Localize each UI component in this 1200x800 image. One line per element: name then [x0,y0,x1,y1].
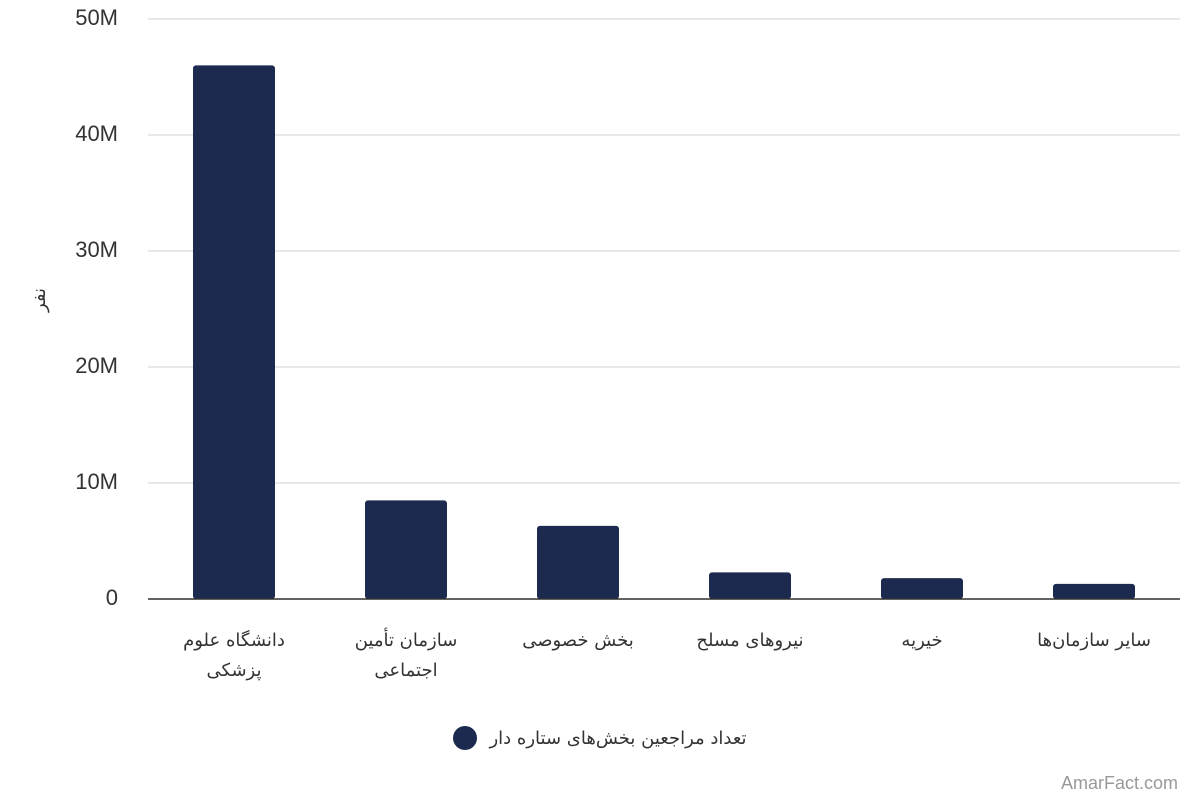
legend-label: تعداد مراجعین بخش‌های ستاره دار [489,727,747,749]
x-tick-label: سایر سازمان‌ها [1037,630,1151,651]
bar [537,525,619,599]
y-tick-label: 20M [75,353,118,378]
bar [193,65,275,599]
bar [365,500,447,599]
y-tick-label: 40M [75,121,118,146]
y-tick-label: 0 [106,585,118,610]
x-tick-label: بخش خصوصی [522,630,634,651]
bar [881,578,963,599]
x-tick-label: سازمان تأمین اجتماعی [354,630,458,681]
y-tick-label: 30M [75,237,118,262]
y-tick-label: 10M [75,469,118,494]
bar [1053,583,1135,599]
y-tick-label: 50M [75,5,118,30]
legend-marker [453,726,478,750]
credit: AmarFact.com [1060,773,1178,793]
x-tick-label: دانشگاه علوم پزشکی [183,630,285,681]
x-tick-label: خیریه [901,630,943,651]
legend: تعداد مراجعین بخش‌های ستاره دار [0,726,1200,750]
x-tick-label: نیروهای مسلح [696,630,804,651]
bar [709,572,791,599]
y-axis-label: نفر [29,288,50,313]
